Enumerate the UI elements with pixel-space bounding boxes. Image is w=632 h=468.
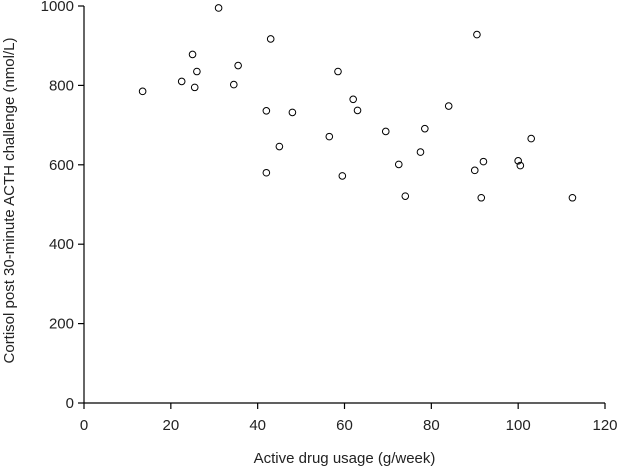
y-axis: 0 200 400 600 800 1000 <box>41 0 85 412</box>
data-point <box>262 168 271 177</box>
data-point <box>193 67 201 76</box>
x-tick-label: 40 <box>249 417 266 434</box>
data-point <box>444 102 453 110</box>
data-point <box>516 161 525 170</box>
y-tick-label: 0 <box>66 395 74 412</box>
data-point <box>477 193 486 202</box>
y-tick-label: 1000 <box>41 0 74 15</box>
data-point <box>416 148 425 156</box>
data-point <box>514 157 522 165</box>
y-tick-label: 600 <box>49 157 74 174</box>
data-point <box>470 166 479 175</box>
data-point <box>381 127 390 136</box>
data-point <box>325 132 334 141</box>
data-point <box>479 157 488 166</box>
x-tick-label: 100 <box>506 417 531 434</box>
data-point <box>214 4 223 12</box>
x-tick-label: 0 <box>80 417 88 434</box>
y-tick-label: 200 <box>49 316 74 333</box>
data-point <box>338 172 347 180</box>
data-points <box>138 4 577 202</box>
data-point <box>138 87 147 96</box>
x-axis-title: Active drug usage (g/week) <box>254 450 436 467</box>
x-tick-label: 80 <box>423 417 440 434</box>
data-point <box>394 160 403 169</box>
x-tick-label: 120 <box>592 417 617 434</box>
data-point <box>421 124 429 133</box>
data-point <box>288 108 297 117</box>
data-point <box>177 77 186 86</box>
data-point <box>234 61 242 70</box>
data-point <box>527 134 535 143</box>
data-point <box>401 192 410 200</box>
y-tick-label: 800 <box>49 77 74 94</box>
data-point <box>229 80 238 89</box>
data-point <box>473 30 481 39</box>
data-point <box>334 67 342 76</box>
data-point <box>190 83 199 92</box>
data-point <box>188 50 197 59</box>
y-tick-label: 400 <box>49 236 74 253</box>
data-point <box>262 107 271 115</box>
x-tick-label: 60 <box>336 417 353 434</box>
y-axis-title: Cortisol post 30-minute ACTH challenge (… <box>1 38 18 364</box>
data-point <box>353 106 362 115</box>
data-point <box>349 95 357 104</box>
data-point <box>266 35 275 43</box>
x-axis: 0 20 40 60 80 100 120 <box>80 402 618 434</box>
x-tick-label: 20 <box>162 417 179 434</box>
data-point <box>568 193 577 202</box>
data-point <box>275 142 284 151</box>
